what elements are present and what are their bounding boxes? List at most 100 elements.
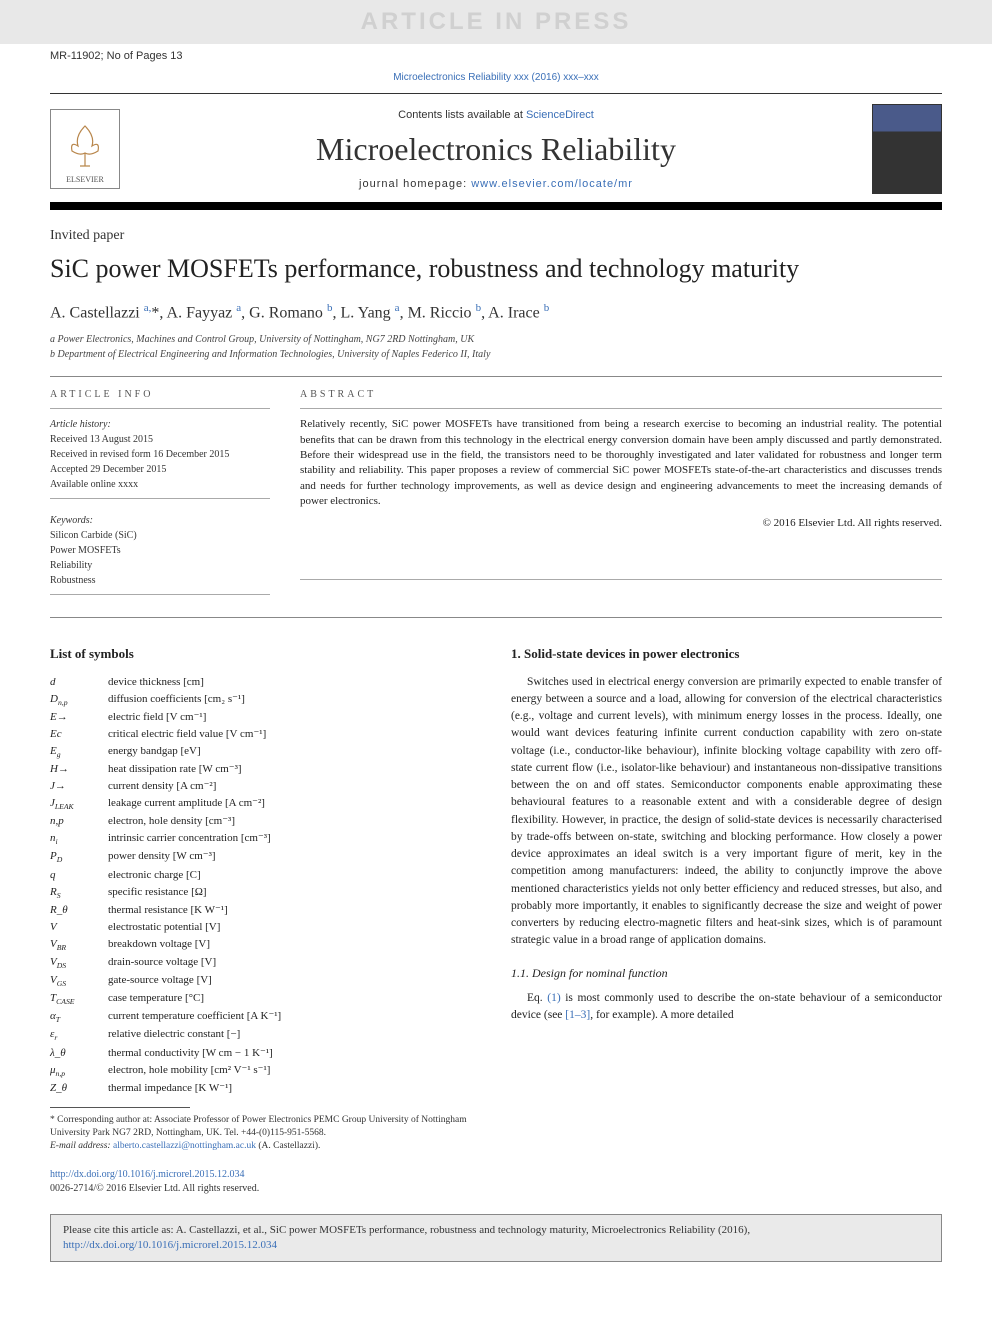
symbol: TCASE bbox=[50, 990, 108, 1008]
symbol-desc: thermal resistance [K W⁻¹] bbox=[108, 902, 481, 919]
keyword: Robustness bbox=[50, 573, 270, 588]
email-link[interactable]: alberto.castellazzi@nottingham.ac.uk bbox=[113, 1141, 256, 1151]
symbol-row: Velectrostatic potential [V] bbox=[50, 919, 481, 936]
symbol-row: TCASEcase temperature [°C] bbox=[50, 990, 481, 1008]
symbol-desc: drain-source voltage [V] bbox=[108, 954, 481, 972]
symbol-desc: thermal impedance [K W⁻¹] bbox=[108, 1080, 481, 1097]
symbol: JLEAK bbox=[50, 795, 108, 813]
journal-homepage: journal homepage: www.elsevier.com/locat… bbox=[120, 178, 872, 190]
abstract: ABSTRACT Relatively recently, SiC power … bbox=[300, 389, 942, 603]
symbol-row: niintrinsic carrier concentration [cm⁻³] bbox=[50, 830, 481, 848]
symbol: n,p bbox=[50, 813, 108, 830]
symbol: εr bbox=[50, 1026, 108, 1044]
copyright: © 2016 Elsevier Ltd. All rights reserved… bbox=[300, 517, 942, 529]
citebox-text: Please cite this article as: A. Castella… bbox=[63, 1224, 750, 1236]
symbol-row: H→heat dissipation rate [W cm⁻³] bbox=[50, 761, 481, 778]
elsevier-logo: ELSEVIER bbox=[50, 109, 120, 189]
two-column-body: List of symbols ddevice thickness [cm]Dn… bbox=[50, 644, 942, 1196]
journal-header: ELSEVIER Contents lists available at Sci… bbox=[50, 93, 942, 202]
abstract-text: Relatively recently, SiC power MOSFETs h… bbox=[300, 417, 942, 509]
symbol-desc: leakage current amplitude [A cm⁻²] bbox=[108, 795, 481, 813]
section-1-head: 1. Solid-state devices in power electron… bbox=[511, 644, 942, 664]
article-info: ARTICLE INFO Article history: Received 1… bbox=[50, 389, 270, 603]
ref-link[interactable]: [1–3] bbox=[565, 1009, 590, 1021]
symbol: E→ bbox=[50, 709, 108, 726]
elsevier-tree-icon bbox=[60, 121, 110, 171]
citation-line: Microelectronics Reliability xxx (2016) … bbox=[0, 66, 992, 89]
doi-block: http://dx.doi.org/10.1016/j.microrel.201… bbox=[50, 1168, 481, 1196]
journal-name: Microelectronics Reliability bbox=[120, 131, 872, 168]
info-divider bbox=[50, 498, 270, 499]
symbol: PD bbox=[50, 848, 108, 866]
symbol-desc: breakdown voltage [V] bbox=[108, 936, 481, 954]
symbol: ni bbox=[50, 830, 108, 848]
symbol-desc: thermal conductivity [W cm − 1 K⁻¹] bbox=[108, 1045, 481, 1062]
doi-link[interactable]: http://dx.doi.org/10.1016/j.microrel.201… bbox=[50, 1169, 245, 1180]
symbol-row: PDpower density [W cm⁻³] bbox=[50, 848, 481, 866]
symbol: J→ bbox=[50, 778, 108, 795]
symbols-table: ddevice thickness [cm]Dn,pdiffusion coef… bbox=[50, 674, 481, 1097]
symbol-desc: specific resistance [Ω] bbox=[108, 884, 481, 902]
divider bbox=[50, 376, 942, 377]
symbol-desc: energy bandgap [eV] bbox=[108, 743, 481, 761]
contents-list: Contents lists available at ScienceDirec… bbox=[120, 109, 872, 121]
symbol-row: Dn,pdiffusion coefficients [cm₂ s⁻¹] bbox=[50, 691, 481, 709]
symbol: V bbox=[50, 919, 108, 936]
symbol-row: RSspecific resistance [Ω] bbox=[50, 884, 481, 902]
text: Eq. bbox=[527, 992, 547, 1004]
symbol-desc: electrostatic potential [V] bbox=[108, 919, 481, 936]
sciencedirect-link[interactable]: ScienceDirect bbox=[526, 109, 594, 121]
info-divider bbox=[50, 594, 270, 595]
history-revised: Received in revised form 16 December 201… bbox=[50, 447, 270, 462]
contents-prefix: Contents lists available at bbox=[398, 109, 526, 121]
info-head: ARTICLE INFO bbox=[50, 389, 270, 400]
affiliation-a: a Power Electronics, Machines and Contro… bbox=[50, 332, 942, 347]
mr-code: MR-11902; No of Pages 13 bbox=[50, 50, 182, 62]
symbol-desc: electron, hole density [cm⁻³] bbox=[108, 813, 481, 830]
right-column: 1. Solid-state devices in power electron… bbox=[511, 644, 942, 1196]
history-received: Received 13 August 2015 bbox=[50, 432, 270, 447]
symbol-desc: intrinsic carrier concentration [cm⁻³] bbox=[108, 830, 481, 848]
symbol-desc: current temperature coefficient [A K⁻¹] bbox=[108, 1008, 481, 1026]
symbol-row: μn,pelectron, hole mobility [cm² V⁻¹ s⁻¹… bbox=[50, 1062, 481, 1080]
symbol: q bbox=[50, 867, 108, 884]
eq-link[interactable]: (1) bbox=[547, 992, 560, 1004]
keywords-head: Keywords: bbox=[50, 513, 270, 528]
symbol: Dn,p bbox=[50, 691, 108, 709]
homepage-link[interactable]: www.elsevier.com/locate/mr bbox=[471, 178, 633, 190]
info-abstract-row: ARTICLE INFO Article history: Received 1… bbox=[50, 389, 942, 603]
journal-cover-thumb bbox=[872, 104, 942, 194]
symbol-row: αTcurrent temperature coefficient [A K⁻¹… bbox=[50, 1008, 481, 1026]
section-1-1-head: 1.1. Design for nominal function bbox=[511, 964, 942, 982]
symbol-desc: case temperature [°C] bbox=[108, 990, 481, 1008]
symbol-desc: heat dissipation rate [W cm⁻³] bbox=[108, 761, 481, 778]
page: ARTICLE IN PRESS MR-11902; No of Pages 1… bbox=[0, 0, 992, 1323]
black-bar bbox=[50, 202, 942, 210]
article-title: SiC power MOSFETs performance, robustnes… bbox=[50, 252, 942, 286]
history-accepted: Accepted 29 December 2015 bbox=[50, 462, 270, 477]
symbol-row: JLEAKleakage current amplitude [A cm⁻²] bbox=[50, 795, 481, 813]
top-info: MR-11902; No of Pages 13 bbox=[0, 44, 992, 66]
symbol-row: J→current density [A cm⁻²] bbox=[50, 778, 481, 795]
symbol-row: ddevice thickness [cm] bbox=[50, 674, 481, 691]
symbol-desc: current density [A cm⁻²] bbox=[108, 778, 481, 795]
symbol-row: VGSgate-source voltage [V] bbox=[50, 972, 481, 990]
symbol-row: n,pelectron, hole density [cm⁻³] bbox=[50, 813, 481, 830]
symbol: VBR bbox=[50, 936, 108, 954]
citebox-link[interactable]: http://dx.doi.org/10.1016/j.microrel.201… bbox=[63, 1239, 277, 1251]
keyword: Power MOSFETs bbox=[50, 543, 270, 558]
symbol-row: VBRbreakdown voltage [V] bbox=[50, 936, 481, 954]
symbol: R_θ bbox=[50, 902, 108, 919]
symbol: Ec bbox=[50, 726, 108, 743]
symbol: αT bbox=[50, 1008, 108, 1026]
symbol: RS bbox=[50, 884, 108, 902]
footnote-separator bbox=[50, 1107, 190, 1108]
divider bbox=[50, 617, 942, 618]
email-label: E-mail address: bbox=[50, 1141, 113, 1151]
symbol: VDS bbox=[50, 954, 108, 972]
symbol: μn,p bbox=[50, 1062, 108, 1080]
citation-link[interactable]: Microelectronics Reliability xxx (2016) … bbox=[393, 72, 599, 83]
watermark-bar: ARTICLE IN PRESS bbox=[0, 0, 992, 44]
symbol-desc: electronic charge [C] bbox=[108, 867, 481, 884]
symbol-row: qelectronic charge [C] bbox=[50, 867, 481, 884]
